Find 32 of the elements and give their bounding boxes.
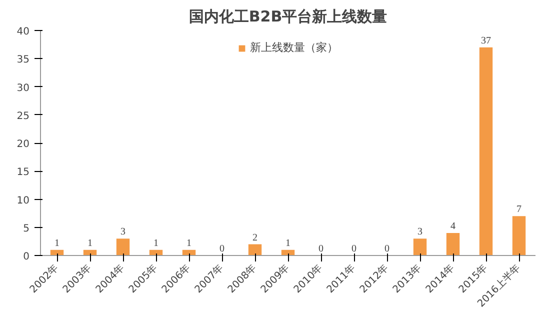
data-label: 0 — [220, 244, 224, 254]
y-tick-label: 30 — [16, 82, 30, 94]
y-tick-label: 35 — [16, 54, 30, 66]
data-label: 37 — [481, 35, 491, 46]
y-tick-label: 20 — [16, 139, 30, 150]
data-label: 1 — [186, 238, 192, 249]
data-label: 0 — [384, 244, 390, 254]
data-label: 7 — [516, 204, 522, 216]
y-tick-label: 0 — [23, 252, 30, 262]
data-label: 4 — [450, 221, 456, 232]
data-label: 0 — [318, 244, 324, 254]
bar — [479, 47, 493, 256]
data-label: 3 — [120, 226, 126, 238]
y-tick-label: 10 — [16, 195, 30, 206]
data-label: 1 — [88, 238, 92, 249]
data-label: 0 — [352, 244, 356, 254]
data-label: 1 — [286, 238, 290, 249]
y-tick-label: 40 — [16, 26, 30, 38]
legend-label: 新上线数量（家） — [250, 40, 338, 55]
data-label: 2 — [252, 232, 258, 244]
bar — [413, 238, 427, 256]
y-tick-label: 15 — [16, 167, 30, 178]
bar — [248, 244, 262, 256]
bar — [512, 216, 526, 256]
bar — [446, 233, 460, 256]
data-label: 1 — [154, 238, 158, 249]
chart-title: 国内化工B2B平台新上线数量 — [188, 8, 388, 26]
data-label: 1 — [54, 238, 60, 249]
y-tick-label: 5 — [23, 223, 30, 234]
y-tick-label: 25 — [16, 110, 30, 122]
bar — [116, 238, 130, 256]
data-label: 3 — [418, 226, 422, 238]
